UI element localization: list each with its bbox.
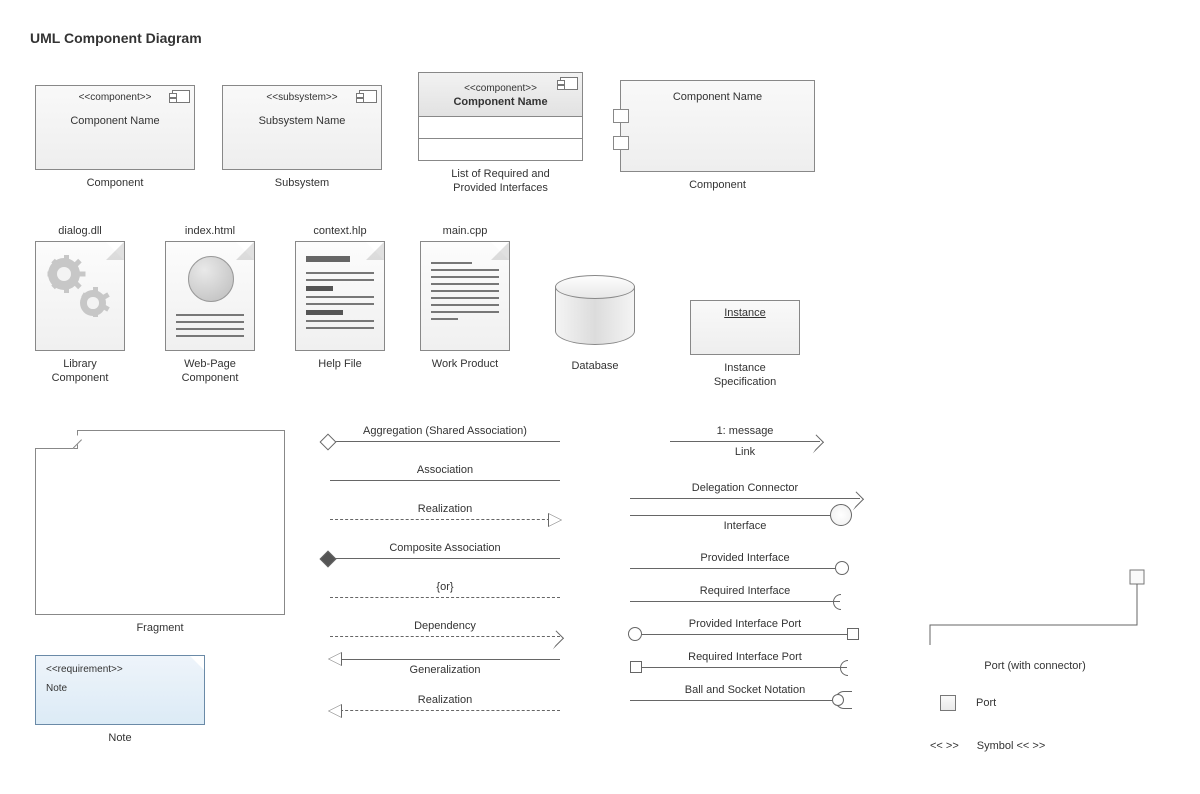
port-icon <box>940 695 956 711</box>
component-name: Component Name <box>621 81 814 103</box>
component-icon <box>359 90 377 103</box>
note-text: Note <box>46 683 194 694</box>
symbol-glyph: << >> <box>930 740 959 752</box>
instance-caption: Instance Specification <box>690 361 800 390</box>
rel-realization: Realization <box>330 503 560 515</box>
database: Database <box>555 275 635 373</box>
rel-interface: Interface <box>630 520 860 532</box>
rel-dependency: Dependency <box>330 620 560 632</box>
rel-provided: Provided Interface <box>630 552 860 564</box>
component-name: Component Name <box>419 94 582 108</box>
port-connector-caption: Port (with connector) <box>920 659 1150 673</box>
instance-spec: Instance Instance Specification <box>690 300 800 390</box>
file-name: index.html <box>165 225 255 237</box>
instance-name: Instance <box>724 307 766 319</box>
component-with-ports: Component Name Component <box>620 80 815 192</box>
rel-association: Association <box>330 464 560 476</box>
subsystem-block: <<subsystem>> Subsystem Name Subsystem <box>222 85 382 190</box>
component-icon <box>560 77 578 90</box>
note-stereotype: <<requirement>> <box>46 664 194 675</box>
work-product: main.cpp Work Product <box>420 225 510 371</box>
link-msg: 1: message <box>670 425 820 437</box>
webpage-caption: Web-Page Component <box>165 357 255 386</box>
component-block: <<component>> Component Name Component <box>35 85 195 190</box>
rel-generalization: Generalization <box>330 664 560 676</box>
port-label: Port <box>976 697 996 709</box>
component2-caption: Component <box>620 178 815 192</box>
page-title: UML Component Diagram <box>30 30 1170 46</box>
help-caption: Help File <box>295 357 385 371</box>
rel-or: {or} <box>330 581 560 593</box>
rel-ballsocket: Ball and Socket Notation <box>630 684 860 696</box>
help-file: context.hlp Help File <box>295 225 385 371</box>
rel-required-port: Required Interface Port <box>630 651 860 663</box>
port-with-connector: Port (with connector) <box>920 570 1150 673</box>
globe-icon <box>188 256 234 302</box>
subsystem-name: Subsystem Name <box>223 103 381 139</box>
rel-realization2: Realization <box>330 694 560 706</box>
subsystem-caption: Subsystem <box>222 176 382 190</box>
note-caption: Note <box>35 731 205 745</box>
rel-composite: Composite Association <box>330 542 560 554</box>
rel-aggregation: Aggregation (Shared Association) <box>330 425 560 437</box>
library-component: dialog.dll Library Component <box>35 225 125 386</box>
component-icon <box>172 90 190 103</box>
webpage-component: index.html Web-Page Component <box>165 225 255 386</box>
symbol: << >> Symbol << >> <box>930 740 1045 752</box>
file-name: dialog.dll <box>35 225 125 237</box>
fragment-caption: Fragment <box>35 621 285 635</box>
work-caption: Work Product <box>420 357 510 371</box>
rel-link: Link <box>670 446 820 458</box>
relations-column-a: Aggregation (Shared Association) Associa… <box>330 425 560 711</box>
component-caption: Component <box>35 176 195 190</box>
file-name: context.hlp <box>295 225 385 237</box>
fragment: Fragment <box>35 430 285 635</box>
rel-delegation: Delegation Connector <box>630 482 860 494</box>
library-caption: Library Component <box>35 357 125 386</box>
rel-provided-port: Provided Interface Port <box>630 618 860 630</box>
interfaces-block: <<component>> Component Name List of Req… <box>418 72 583 196</box>
database-caption: Database <box>555 359 635 373</box>
relations-column-b: 1: message Link Delegation Connector Int… <box>630 425 860 701</box>
rel-required: Required Interface <box>630 585 860 597</box>
file-name: main.cpp <box>420 225 510 237</box>
note: <<requirement>> Note Note <box>35 655 205 745</box>
port: Port <box>940 695 996 711</box>
interfaces-caption: List of Required and Provided Interfaces <box>418 167 583 196</box>
symbol-label: Symbol << >> <box>977 740 1046 752</box>
component-name: Component Name <box>36 103 194 139</box>
